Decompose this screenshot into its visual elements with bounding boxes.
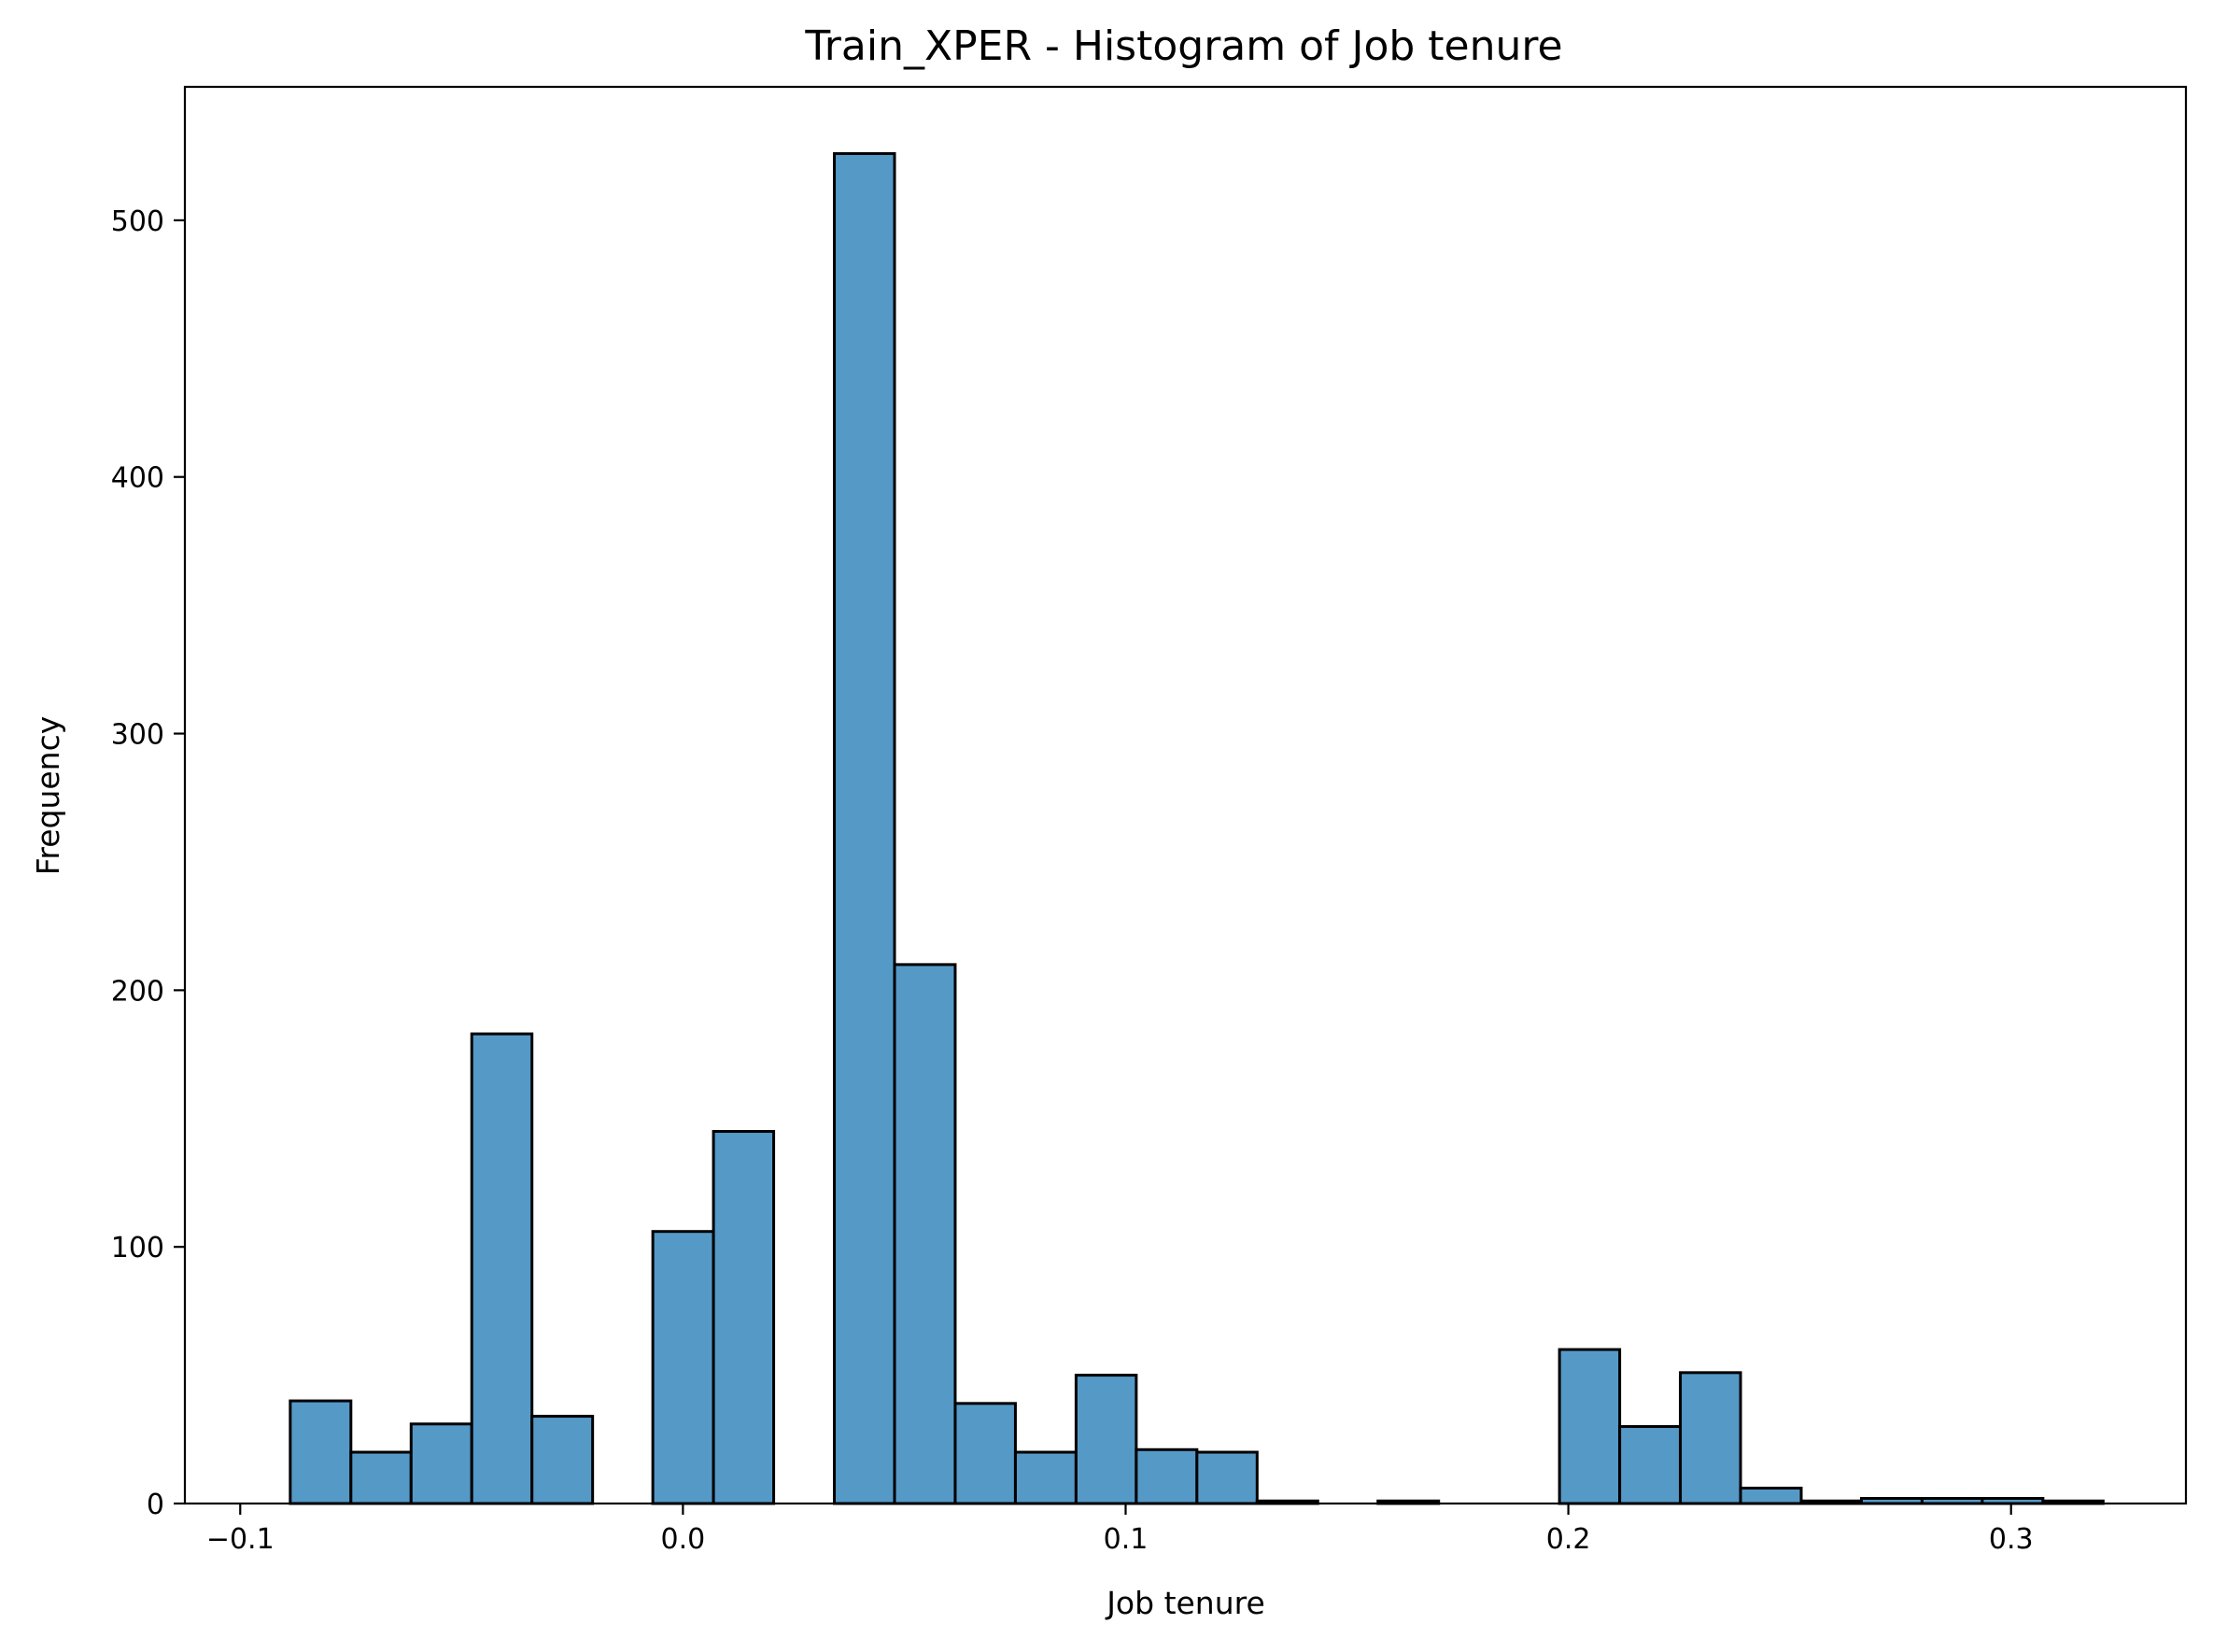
histogram-bar	[1739, 1487, 1803, 1505]
x-tick-label: 0.2	[1546, 1523, 1591, 1556]
histogram-bar	[651, 1230, 715, 1505]
x-axis-title: Job tenure	[1105, 1585, 1265, 1621]
histogram-bar	[409, 1422, 473, 1505]
y-tick-label: 300	[111, 719, 164, 752]
x-tick-label: −0.1	[206, 1523, 275, 1556]
y-axis: 0 100 200 300 400 500	[111, 205, 185, 1521]
histogram-bar	[1195, 1450, 1259, 1505]
y-tick-label: 200	[111, 975, 164, 1008]
histogram-bar	[1135, 1447, 1199, 1505]
plot-frame	[183, 85, 2188, 1505]
histogram-bar	[1679, 1371, 1742, 1505]
histogram-bar	[470, 1032, 534, 1505]
y-tick-label: 500	[111, 205, 164, 238]
x-axis: −0.1 0.0 0.1 0.2 0.3	[206, 1504, 2034, 1556]
histogram-bar	[1558, 1348, 1622, 1505]
histogram-bar	[953, 1402, 1017, 1505]
histogram-bar	[289, 1399, 353, 1505]
histogram-bar	[833, 151, 896, 1505]
y-tick-label: 400	[111, 462, 164, 495]
y-tick-label: 0	[147, 1489, 164, 1521]
histogram-bar	[1074, 1374, 1138, 1505]
chart-title: Train_XPER - Histogram of Job tenure	[804, 22, 1562, 70]
histogram-bar	[349, 1450, 413, 1505]
histogram-bar	[893, 963, 957, 1505]
x-tick-label: 0.0	[661, 1523, 706, 1556]
y-axis-title: Frequency	[30, 716, 66, 875]
y-tick-label: 100	[111, 1232, 164, 1264]
bars-group	[289, 151, 2105, 1505]
x-tick-label: 0.3	[1989, 1523, 2034, 1556]
histogram-bar	[1013, 1450, 1078, 1505]
histogram-bar	[712, 1130, 776, 1505]
x-tick-label: 0.1	[1104, 1523, 1149, 1556]
histogram-bar	[1618, 1425, 1683, 1505]
histogram-bar	[530, 1415, 595, 1505]
